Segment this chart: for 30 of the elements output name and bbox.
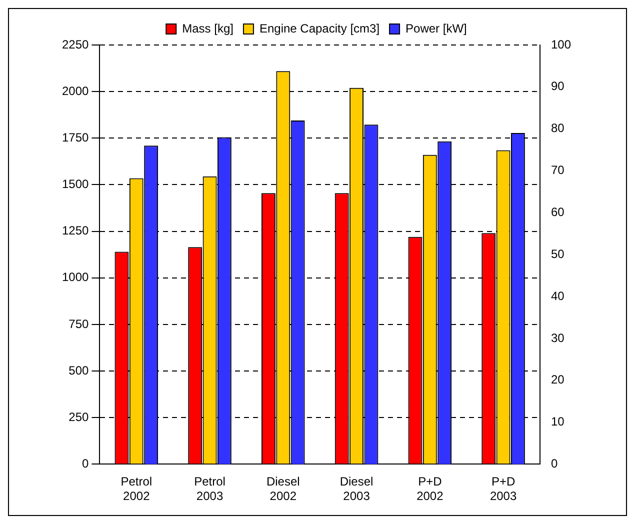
y2-tick-label: 60 [550, 204, 565, 219]
y2-tick-label: 100 [550, 37, 572, 52]
y-tick-label: 1750 [62, 130, 90, 144]
y2-tick-label: 80 [550, 121, 565, 136]
x-tick-label: Diesel 2002 [266, 474, 300, 504]
y2-tick-label: 70 [550, 163, 565, 178]
y-tick-label: 0 [82, 456, 90, 471]
y-tick-label: 1500 [62, 177, 90, 192]
y-tick-label: 1250 [62, 224, 90, 238]
y2-tick-label: 20 [550, 372, 565, 387]
x-tick-label: Petrol 2002 [120, 474, 152, 504]
x-tick-label: Petrol 2003 [194, 474, 226, 504]
y-tick-label: 250 [68, 410, 90, 424]
y-tick-label: 2000 [62, 84, 90, 98]
legend-label: Power [kW] [406, 21, 467, 36]
x-tick-label: P+D 2002 [416, 474, 444, 504]
y2-tick-label: 90 [550, 79, 565, 94]
y2-tick-label: 0 [550, 456, 558, 471]
y-tick-label: 750 [68, 316, 90, 331]
legend-label: Mass [kg] [182, 21, 234, 36]
y2-tick-label: 40 [550, 288, 565, 303]
y-tick-label: 2250 [62, 37, 90, 52]
x-tick-label: Diesel 2003 [340, 474, 374, 504]
y2-tick-label: 10 [550, 414, 565, 429]
y2-tick-label: 50 [550, 246, 565, 261]
y-tick-label: 500 [68, 363, 90, 378]
legend-label: Engine Capacity [cm3] [259, 21, 380, 36]
y-tick-label: 1000 [62, 270, 90, 284]
x-tick-label: P+D 2003 [490, 474, 517, 504]
y2-tick-label: 30 [550, 330, 565, 345]
